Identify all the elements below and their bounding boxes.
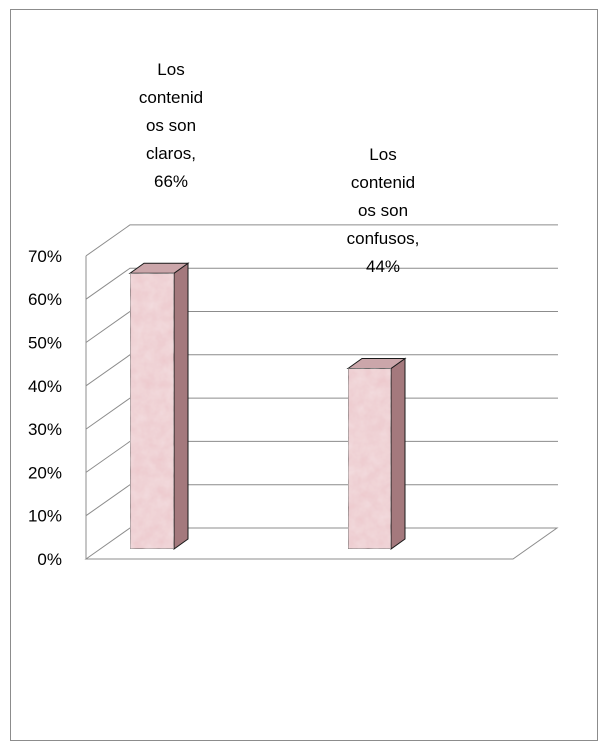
y-tick-label: 0% (37, 550, 62, 569)
bar-front (129, 272, 175, 550)
data-label-line: Los (157, 60, 184, 79)
bar-side (173, 262, 189, 550)
bar-front (347, 367, 392, 550)
data-labels: Los contenid os son claros, 66% Los contenid os… (139, 60, 420, 276)
y-tick-label: 40% (28, 377, 62, 396)
y-tick-label: 30% (28, 420, 62, 439)
data-label-line: contenid (351, 173, 415, 192)
y-tick-label: 20% (28, 463, 62, 482)
data-label-line: os son (146, 116, 196, 135)
data-label-line: claros, (146, 144, 196, 163)
data-label-line: confusos, (347, 229, 420, 248)
y-tick-label: 10% (28, 507, 62, 526)
gridlines (84, 224, 559, 560)
y-tick-label: 70% (28, 247, 62, 266)
data-label-line: contenid (139, 88, 203, 107)
floor-outline (84, 527, 559, 560)
gridline (85, 224, 558, 257)
y-tick-label: 60% (28, 290, 62, 309)
bars (128, 262, 407, 550)
data-label-line: Los (369, 145, 396, 164)
y-axis: 0% 10% 20% 30% 40% 50% 60% 70% (28, 247, 87, 569)
bar (128, 262, 190, 550)
chart-frame (10, 9, 598, 741)
y-tick-label: 50% (28, 334, 62, 353)
bar-side (390, 357, 406, 550)
gridline (85, 267, 558, 300)
data-label-line: os son (358, 201, 408, 220)
data-label-line: 66% (154, 172, 188, 191)
data-label-line: 44% (366, 257, 400, 276)
bar (346, 357, 407, 550)
